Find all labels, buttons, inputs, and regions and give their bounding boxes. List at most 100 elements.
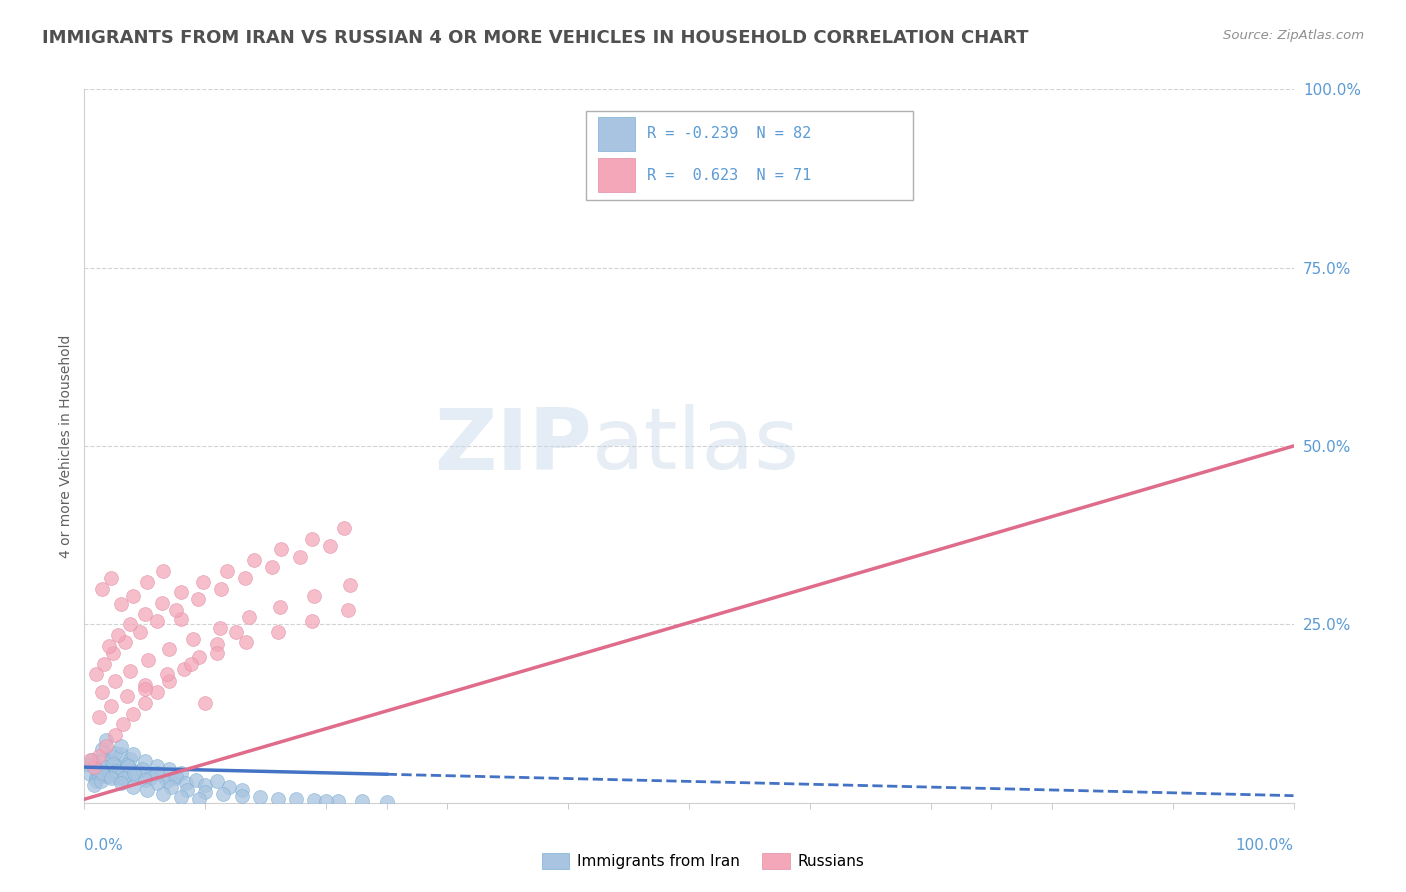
Point [77,756,100,771]
Point [146,765,169,780]
Point [181,632,204,646]
Point [107,628,129,642]
Point [103,646,125,660]
Text: R = -0.239  N = 82: R = -0.239 N = 82 [647,127,811,142]
Point [215,564,238,578]
Point [180,657,202,671]
Point [150,596,173,610]
Point [79,767,101,781]
Point [112,771,135,785]
Point [249,790,271,805]
Point [97,769,120,783]
Point [117,758,139,772]
Point [100,699,122,714]
Text: IMMIGRANTS FROM IRAN VS RUSSIAN 4 OR MORE VEHICLES IN HOUSEHOLD CORRELATION CHAR: IMMIGRANTS FROM IRAN VS RUSSIAN 4 OR MOR… [42,29,1029,46]
Point [138,771,160,785]
Point [121,589,143,603]
Point [138,653,160,667]
Point [242,553,264,567]
Legend: Immigrants from Iran, Russians: Immigrants from Iran, Russians [536,847,870,875]
FancyBboxPatch shape [586,111,912,200]
Point [100,755,122,769]
Point [139,767,162,781]
Point [100,749,122,764]
Point [91,685,114,699]
Point [134,772,156,787]
Point [104,746,127,760]
Point [134,681,156,696]
Point [238,610,260,624]
Point [83,756,105,771]
Point [146,685,169,699]
Point [110,747,132,762]
Point [110,776,132,790]
Point [218,780,240,794]
Point [267,624,290,639]
Point [87,764,110,778]
Point [94,733,117,747]
Point [100,771,122,785]
Point [165,603,187,617]
Point [120,664,142,678]
Point [124,769,146,783]
Text: ZIP: ZIP [434,404,592,488]
Point [115,760,138,774]
Point [319,539,342,553]
Point [170,790,193,805]
Point [121,764,143,778]
Point [97,762,120,776]
Point [87,769,110,783]
Point [112,765,135,780]
Point [225,624,247,639]
Point [207,774,229,789]
Point [207,646,229,660]
Point [188,792,211,806]
Point [121,706,143,721]
Point [122,765,145,780]
Point [112,771,135,785]
Point [146,776,169,790]
Point [104,674,127,689]
Point [83,778,105,792]
Point [231,783,253,797]
Point [91,753,114,767]
Point [235,635,257,649]
Point [301,614,323,628]
Point [188,649,211,664]
Point [134,755,156,769]
Point [269,599,291,614]
Point [120,751,142,765]
Point [194,696,217,710]
Point [129,624,152,639]
Point [231,789,253,803]
Point [83,760,105,774]
Point [260,560,283,574]
Point [288,549,311,564]
Point [115,756,138,771]
Point [799,168,821,182]
Point [176,783,198,797]
Point [157,642,180,657]
Point [121,780,143,794]
Point [191,574,214,589]
Point [100,571,122,585]
Point [103,756,125,771]
Point [284,792,308,806]
Point [91,765,114,780]
Point [87,749,110,764]
Point [86,762,108,776]
Point [352,794,374,808]
Point [375,795,398,809]
Point [174,776,197,790]
Point [107,758,129,772]
Point [131,762,153,776]
Point [194,778,217,792]
Point [155,774,177,789]
Point [134,607,156,621]
Point [136,783,159,797]
Point [173,662,195,676]
Point [333,521,356,535]
Point [94,769,117,783]
Point [79,753,101,767]
Point [270,542,292,557]
